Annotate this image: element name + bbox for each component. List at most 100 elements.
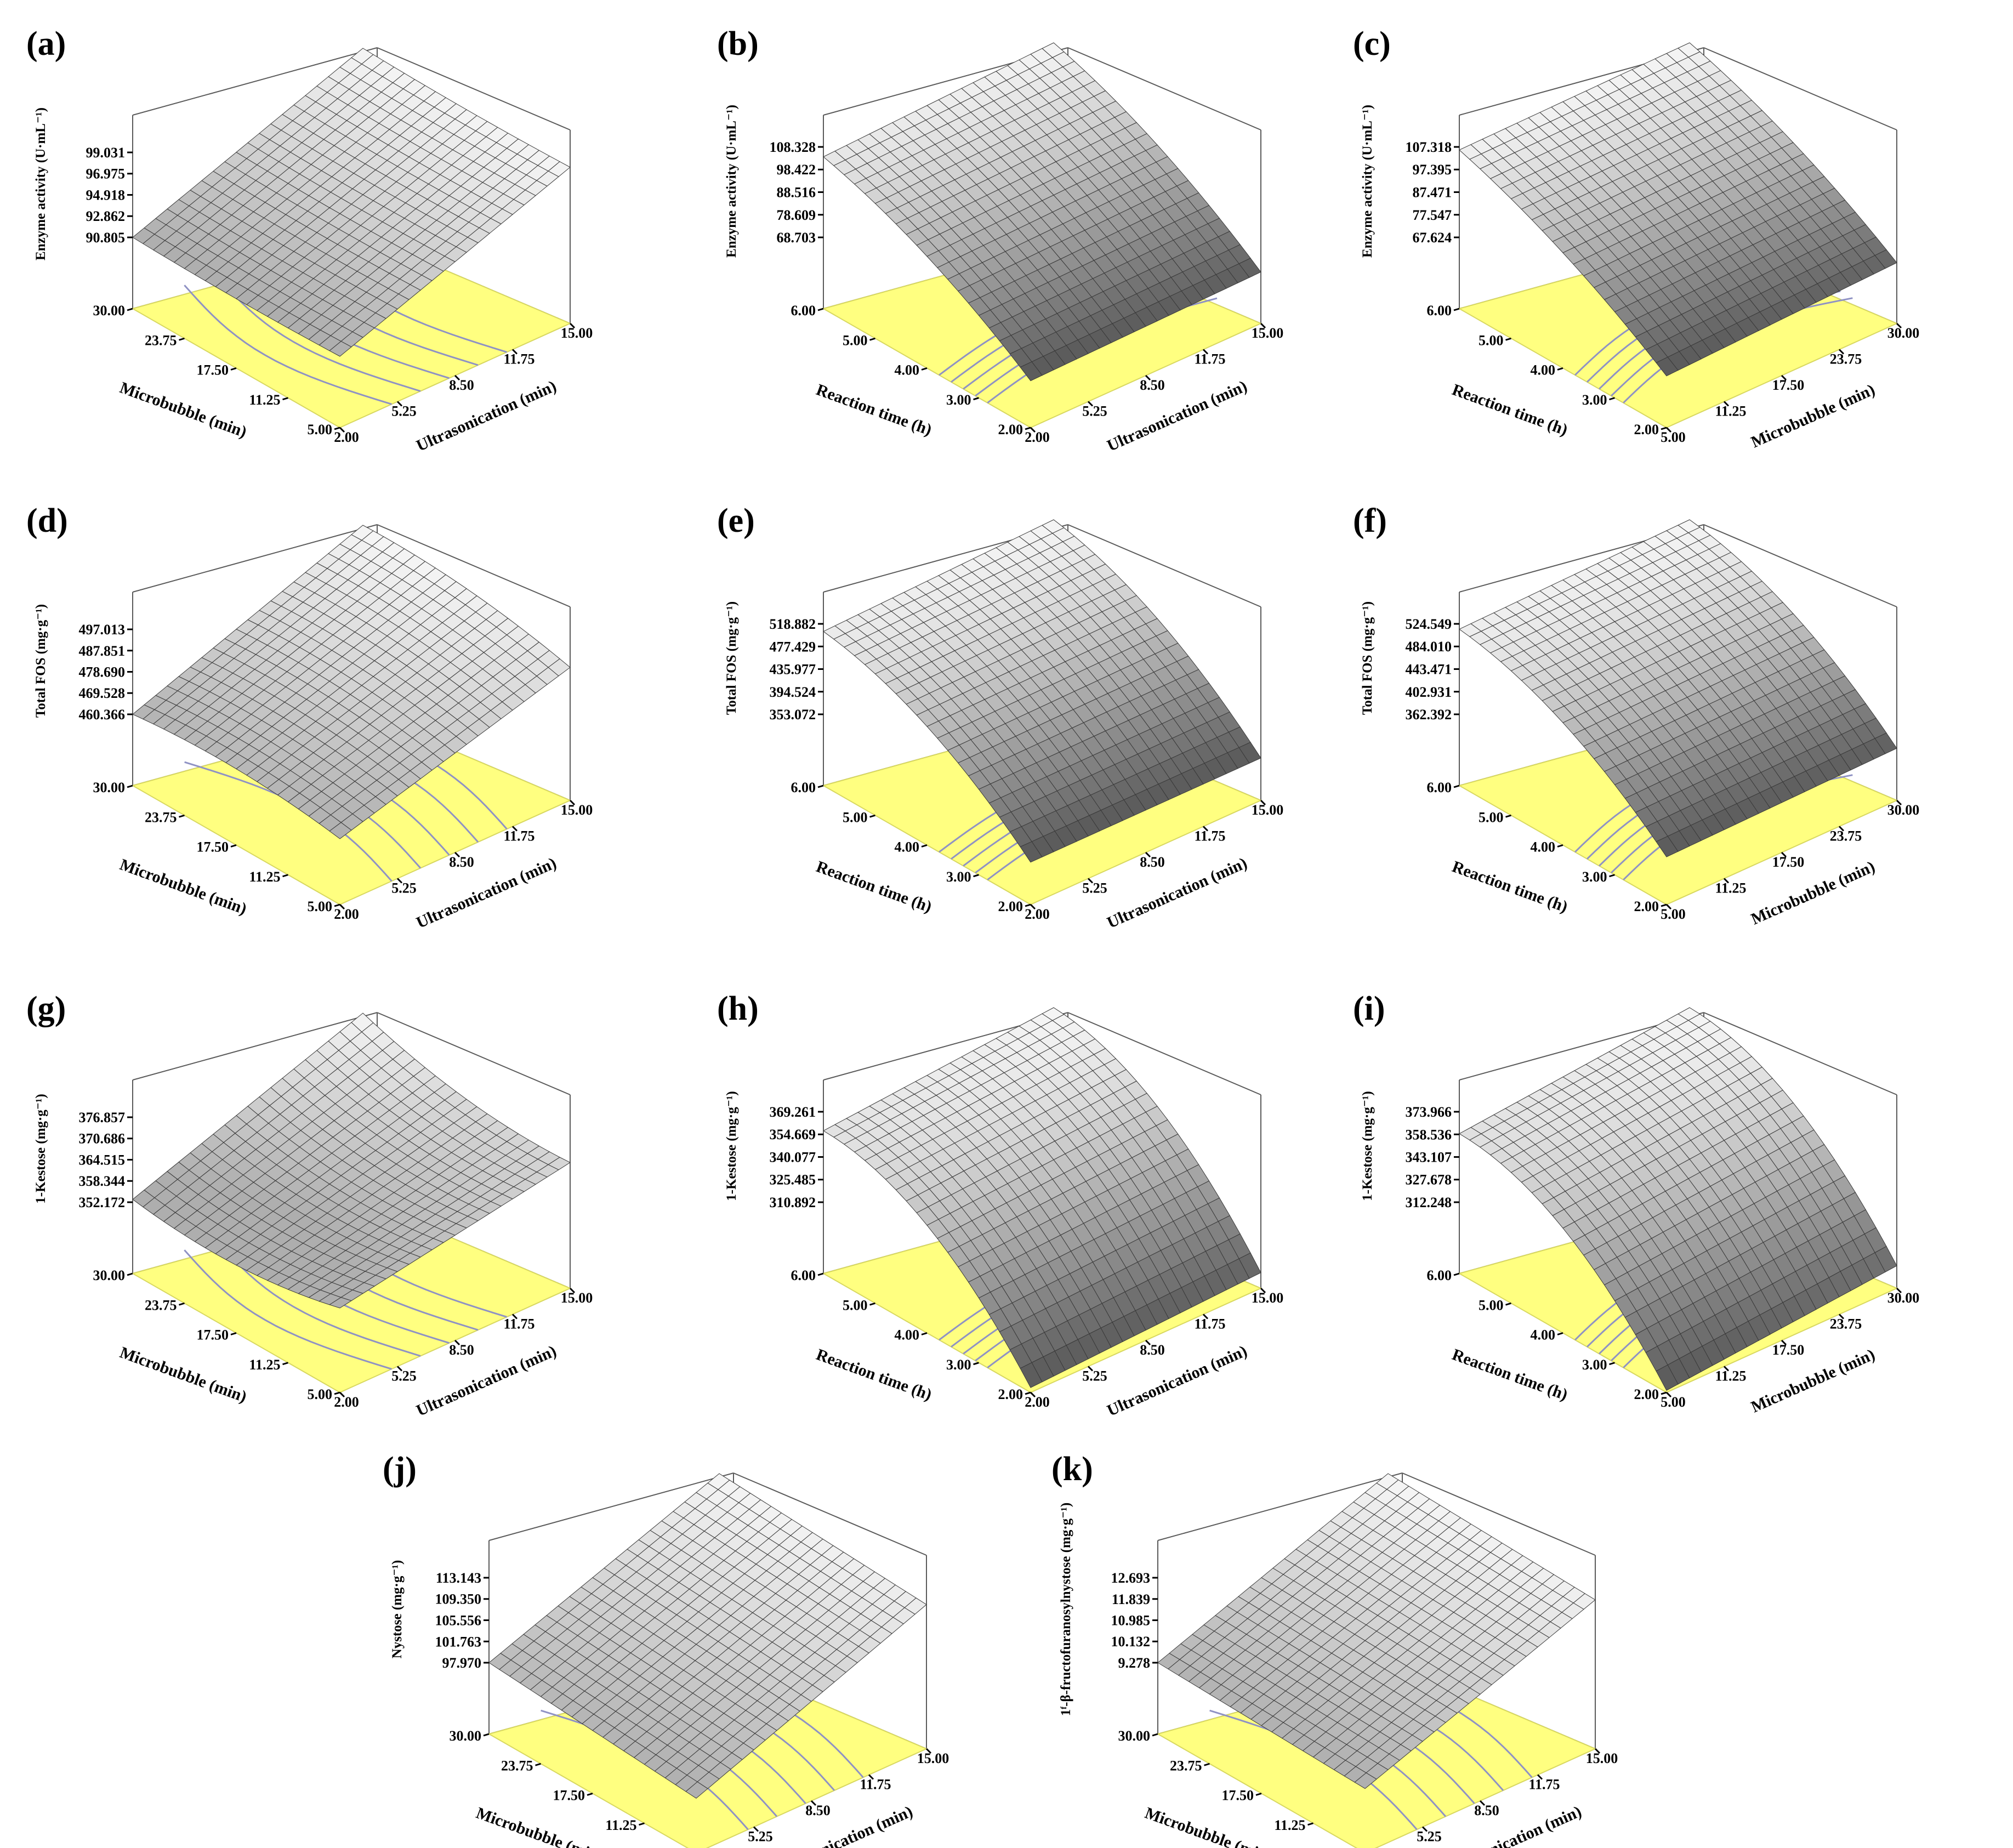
left-tick-label: 23.75: [145, 1297, 177, 1313]
z-tick-label: 460.366: [79, 707, 126, 723]
panel-k: 9.27810.13210.98511.83912.6931ᶠ-β-fructo…: [1051, 1451, 1618, 1848]
z-tick-label: 327.678: [1406, 1172, 1452, 1188]
right-tick-label: 30.00: [1887, 1290, 1920, 1306]
surface-cell: [329, 822, 352, 839]
z-axis-title: 1-Kestose (mg·g⁻¹): [1360, 1091, 1375, 1201]
z-tick-label: 77.547: [1413, 207, 1452, 223]
left-tick-mark: [179, 337, 185, 341]
right-tick-label: 5.00: [1661, 906, 1686, 922]
left-tick-label: 17.50: [553, 1788, 585, 1804]
panel-i: 312.248327.678343.107358.536373.9661-Kes…: [1353, 990, 1919, 1416]
left-tick-label: 30.00: [93, 303, 126, 319]
left-tick-label: 30.00: [93, 1267, 126, 1283]
right-tick-mark: [1087, 401, 1094, 407]
box-edge: [132, 1012, 378, 1081]
z-tick-label: 9.278: [1118, 1655, 1151, 1671]
left-tick-label: 11.25: [249, 869, 280, 885]
left-tick-label: 17.50: [197, 362, 229, 378]
right-axis-title: Ultrasonication (min): [1104, 1342, 1249, 1420]
right-axis-title: Ultrasonication (min): [1104, 854, 1249, 932]
right-tick-label: 8.50: [805, 1802, 831, 1818]
left-axis-title: Microbubble (min): [117, 1343, 249, 1406]
left-tick-mark: [1661, 903, 1667, 907]
z-tick-label: 67.624: [1413, 230, 1452, 246]
left-tick-label: 11.25: [605, 1817, 636, 1833]
right-tick-label: 23.75: [1830, 351, 1862, 367]
left-tick-label: 23.75: [501, 1758, 533, 1773]
z-tick-label: 478.690: [79, 664, 126, 680]
left-axis-title: Microbubble (min): [474, 1804, 605, 1848]
panel-j: 97.970101.763105.556109.350113.143Nystos…: [383, 1451, 949, 1848]
left-tick-label: 4.00: [895, 839, 920, 855]
z-axis-title: Enzyme activity (U·mL⁻¹): [724, 105, 739, 258]
right-tick-label: 15.00: [561, 802, 593, 818]
panel-label: (k): [1051, 1451, 1093, 1488]
left-tick-label: 4.00: [1531, 362, 1556, 378]
z-axis-title: 1ᶠ-β-fructofuranosylnystose (mg·g⁻¹): [1059, 1503, 1073, 1716]
left-tick-label: 3.00: [946, 1357, 971, 1373]
right-tick-label: 11.75: [503, 351, 534, 367]
left-tick-label: 2.00: [998, 899, 1023, 914]
left-tick-mark: [1609, 874, 1615, 878]
z-tick-label: 113.143: [436, 1570, 481, 1586]
z-tick-label: 310.892: [770, 1195, 816, 1210]
left-tick-mark: [1609, 397, 1615, 401]
left-tick-label: 3.00: [1582, 1357, 1607, 1373]
right-tick-label: 17.50: [1772, 1342, 1805, 1358]
right-tick-label: 17.50: [1772, 854, 1805, 870]
right-tick-label: 15.00: [1586, 1750, 1618, 1766]
left-tick-mark: [1453, 784, 1460, 788]
z-tick-label: 394.524: [770, 684, 816, 700]
right-tick-mark: [1202, 826, 1209, 832]
left-tick-mark: [230, 844, 237, 848]
right-tick-mark: [1665, 427, 1672, 433]
panel-d: 460.366469.528478.690487.851497.013Total…: [26, 502, 593, 932]
z-tick-label: 68.703: [777, 230, 816, 246]
z-tick-label: 477.429: [770, 639, 816, 655]
left-tick-mark: [334, 427, 340, 430]
z-tick-label: 497.013: [79, 622, 126, 638]
left-tick-mark: [1557, 367, 1563, 371]
right-tick-label: 8.50: [449, 377, 474, 393]
right-tick-label: 8.50: [1474, 1802, 1499, 1818]
left-tick-label: 5.00: [1479, 332, 1504, 348]
left-tick-mark: [1453, 308, 1460, 311]
left-tick-label: 30.00: [1118, 1728, 1151, 1744]
panel-label: (d): [26, 502, 68, 539]
right-tick-mark: [1260, 799, 1266, 806]
left-axis-title: Reaction time (h): [814, 1345, 934, 1404]
z-tick-label: 109.350: [435, 1591, 482, 1607]
left-tick-mark: [282, 874, 288, 878]
left-tick-label: 5.00: [843, 809, 868, 825]
left-tick-label: 5.00: [1479, 809, 1504, 825]
left-tick-label: 11.25: [249, 1357, 280, 1373]
left-axis-title: Microbubble (min): [117, 378, 249, 441]
surface-cell: [1656, 835, 1679, 857]
left-tick-mark: [230, 1332, 237, 1335]
right-axis-title: Microbubble (min): [1748, 380, 1878, 451]
box-edge: [377, 1012, 571, 1095]
z-tick-label: 98.422: [777, 162, 816, 178]
left-tick-label: 4.00: [895, 362, 920, 378]
box-edge: [1067, 47, 1261, 130]
right-tick-label: 17.50: [1772, 377, 1805, 393]
z-tick-label: 105.556: [435, 1613, 482, 1629]
left-tick-mark: [230, 367, 237, 371]
left-tick-mark: [1025, 903, 1031, 907]
right-tick-mark: [1838, 349, 1845, 355]
z-axis-title: Total FOS (mg·g⁻¹): [33, 604, 48, 718]
left-tick-mark: [282, 397, 288, 401]
z-axis-title: Enzyme activity (U·mL⁻¹): [1360, 105, 1375, 258]
left-axis-title: Reaction time (h): [814, 380, 934, 439]
right-tick-label: 5.25: [1082, 403, 1107, 419]
panel-label: (h): [717, 990, 759, 1027]
right-tick-label: 15.00: [561, 1290, 593, 1306]
left-tick-mark: [869, 814, 875, 818]
z-tick-label: 358.344: [79, 1173, 126, 1189]
right-tick-mark: [1781, 374, 1787, 381]
left-tick-label: 17.50: [197, 1327, 229, 1343]
right-axis-title: Ultrasonication (min): [413, 377, 559, 455]
z-tick-label: 99.031: [86, 145, 126, 161]
panel-label: (f): [1353, 502, 1387, 539]
left-tick-label: 11.25: [249, 392, 280, 408]
